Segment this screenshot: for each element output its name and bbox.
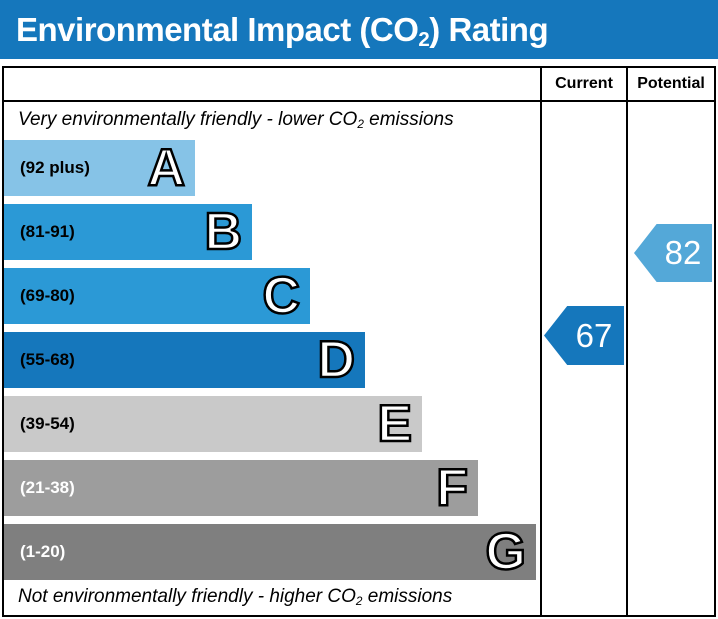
band-letter: A: [146, 139, 186, 198]
band-range-label: (69-80): [20, 286, 75, 305]
potential-value: 82: [664, 234, 702, 271]
band-row-b: (81-91) B: [4, 203, 252, 262]
current-value: 67: [575, 316, 613, 354]
caption-top-prefix: Very environmentally friendly - lower CO: [18, 109, 358, 130]
caption-bottom-subscript: 2: [355, 595, 363, 609]
band-row-g: (1-20) G: [4, 523, 536, 582]
column-header-potential: Potential: [637, 75, 705, 92]
column-header-current: Current: [555, 75, 613, 92]
caption-top-suffix: emissions: [363, 109, 454, 130]
caption-top: Very environmentally friendly - lower CO…: [4, 102, 454, 138]
band-row-c: (69-80) C: [4, 267, 310, 326]
band-letter: G: [484, 523, 527, 582]
band-row-f: (21-38) F: [4, 459, 478, 518]
band-range-label: (21-38): [20, 478, 75, 497]
potential-arrow: 82: [634, 224, 712, 282]
band-letter: D: [316, 331, 356, 390]
caption-bottom-suffix: emissions: [362, 586, 453, 607]
band-letter: E: [376, 395, 413, 454]
page-title-subscript: 2: [418, 28, 430, 52]
band-range-label: (1-20): [20, 542, 66, 561]
band-range-label: (39-54): [20, 414, 75, 433]
band-range-label: (55-68): [20, 350, 75, 369]
band-letter: B: [203, 203, 243, 262]
band-row-d: (55-68) D: [4, 331, 365, 390]
title-bar: Environmental Impact (CO2) Rating: [0, 0, 718, 59]
caption-bottom-prefix: Not environmentally friendly - higher CO: [18, 586, 356, 607]
band-row-a: (92 plus) A: [4, 139, 195, 198]
page-title-prefix: Environmental Impact (CO: [16, 10, 419, 48]
band-letter: F: [435, 459, 469, 518]
rating-table-frame: Current Potential Very environmentally f…: [2, 66, 716, 617]
band-letter: C: [261, 267, 301, 326]
page-title-suffix: ) Rating: [429, 10, 549, 48]
caption-bottom: Not environmentally friendly - higher CO…: [4, 580, 452, 613]
band-row-e: (39-54) E: [4, 395, 422, 454]
column-divider-potential: [626, 68, 628, 615]
header-underline: [4, 100, 714, 102]
caption-top-subscript: 2: [357, 118, 364, 132]
band-range-label: (81-91): [20, 222, 75, 241]
band-range-label: (92 plus): [20, 158, 90, 177]
column-divider-current: [540, 68, 542, 615]
current-arrow: 67: [544, 306, 624, 365]
page-title: Environmental Impact (CO2) Rating: [0, 10, 549, 52]
